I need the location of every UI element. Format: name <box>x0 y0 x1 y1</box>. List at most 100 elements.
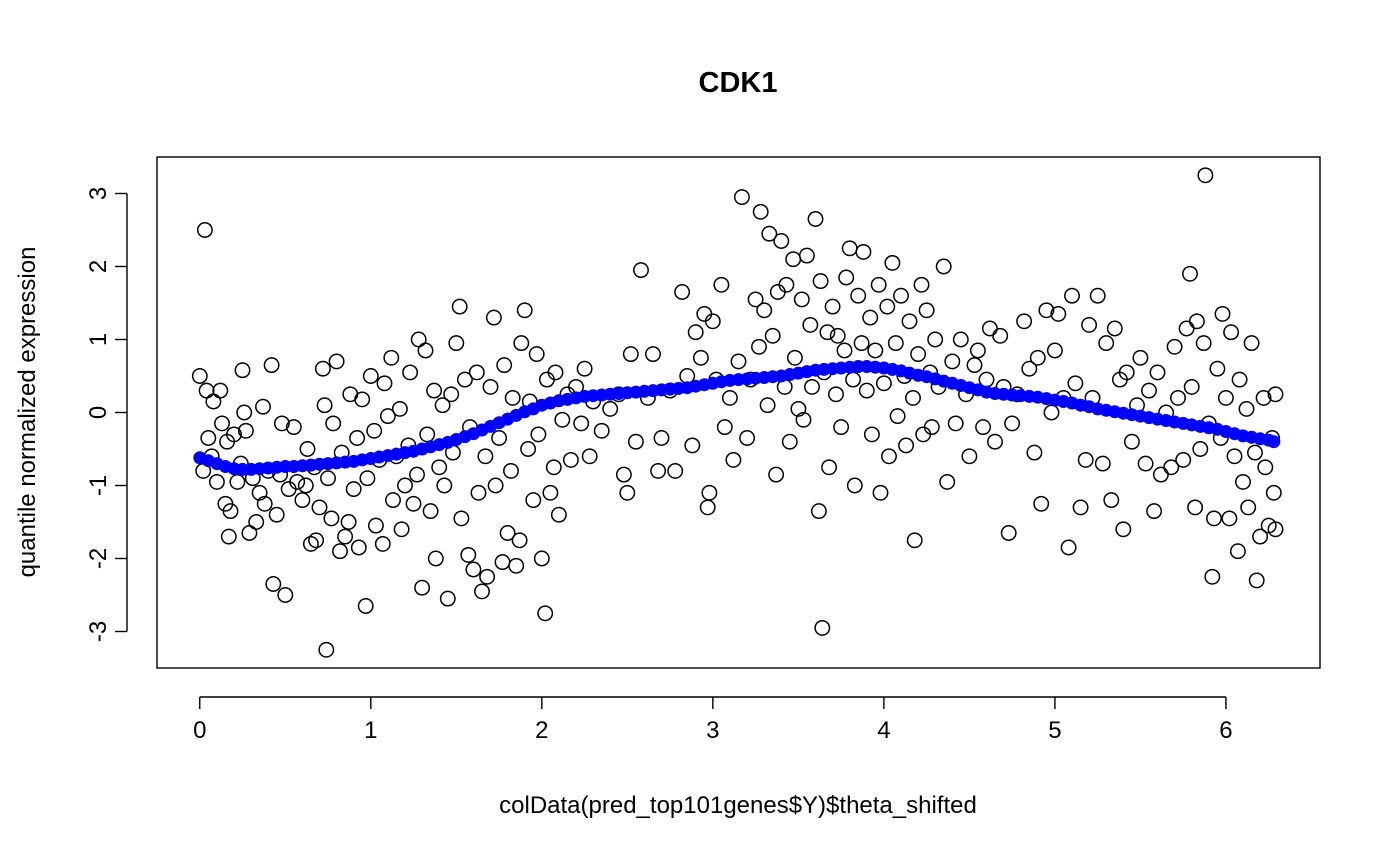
data-point <box>901 313 918 330</box>
data-point <box>645 346 661 363</box>
data-point <box>687 324 704 341</box>
data-point <box>1115 521 1132 538</box>
data-point <box>214 415 230 432</box>
y-tick-label: 1 <box>85 333 112 346</box>
y-tick-label: -2 <box>85 548 112 569</box>
data-point <box>573 415 590 432</box>
data-point <box>802 316 819 333</box>
data-point <box>1046 342 1063 359</box>
data-point <box>528 346 545 363</box>
data-point <box>881 448 897 465</box>
data-point <box>576 360 593 377</box>
data-point <box>1098 335 1115 352</box>
data-point <box>701 484 718 501</box>
data-point <box>814 619 831 636</box>
data-point <box>1072 499 1089 516</box>
data-point <box>1187 499 1204 516</box>
data-point <box>436 477 453 494</box>
data-point <box>453 510 470 527</box>
data-point <box>354 391 371 408</box>
data-point <box>952 331 969 348</box>
data-point <box>692 349 709 366</box>
data-point <box>581 448 598 465</box>
data-point <box>836 342 853 359</box>
data-point <box>786 349 803 366</box>
data-point <box>889 408 906 425</box>
data-point <box>265 576 282 592</box>
data-point <box>311 499 328 516</box>
data-point <box>1255 389 1272 406</box>
data-point <box>237 422 254 439</box>
data-point <box>325 415 342 432</box>
data-point <box>1081 316 1098 333</box>
data-point <box>1209 360 1226 377</box>
data-point <box>530 426 547 443</box>
data-point <box>294 492 311 509</box>
data-point <box>431 459 448 476</box>
data-point <box>887 335 904 352</box>
data-point <box>863 426 880 443</box>
data-point <box>807 211 824 227</box>
data-point <box>1103 492 1120 509</box>
data-point <box>1166 338 1183 355</box>
data-point <box>277 587 294 603</box>
data-point <box>1060 539 1077 556</box>
data-point <box>212 382 229 399</box>
data-point <box>730 353 747 370</box>
data-point <box>725 451 742 468</box>
data-point <box>935 258 952 275</box>
data-point <box>1089 287 1106 304</box>
data-point <box>255 398 271 415</box>
data-point <box>196 222 213 238</box>
data-point <box>793 291 810 308</box>
data-point <box>426 382 443 399</box>
data-point <box>879 298 896 315</box>
data-point <box>477 448 494 465</box>
data-point <box>516 302 533 319</box>
data-point <box>1132 349 1149 366</box>
data-point <box>468 364 485 381</box>
data-point <box>220 528 237 545</box>
data-point <box>1029 349 1046 366</box>
data-point <box>318 641 335 658</box>
data-point <box>504 389 521 406</box>
data-point <box>1064 287 1080 304</box>
data-point <box>798 247 815 264</box>
data-point <box>525 492 542 509</box>
data-point <box>248 514 265 530</box>
data-point <box>1226 448 1243 465</box>
data-point <box>713 276 730 293</box>
data-point <box>1265 484 1282 501</box>
data-point <box>1195 335 1212 352</box>
data-point <box>554 411 571 428</box>
data-point <box>1170 389 1186 406</box>
data-point <box>1197 167 1214 184</box>
data-point <box>434 397 451 414</box>
data-point <box>508 557 525 574</box>
data-point <box>422 503 439 520</box>
data-point <box>374 535 391 552</box>
x-tick-label: 6 <box>1219 717 1232 744</box>
data-point <box>987 433 1003 450</box>
data-point <box>768 466 785 483</box>
data-point <box>819 324 836 341</box>
data-point <box>379 408 396 425</box>
y-tick-label: 2 <box>85 260 112 273</box>
data-point <box>875 375 892 392</box>
data-point <box>496 357 513 374</box>
data-point <box>332 543 348 560</box>
data-point <box>602 400 619 417</box>
data-point <box>349 430 366 446</box>
data-point <box>804 378 820 395</box>
data-point <box>251 484 268 501</box>
data-point <box>299 441 316 457</box>
data-point <box>474 583 490 600</box>
data-point <box>752 203 769 220</box>
data-point <box>910 346 927 363</box>
x-tick-label: 3 <box>706 717 719 744</box>
data-point <box>297 477 314 494</box>
data-point <box>533 550 550 567</box>
data-point <box>562 451 579 468</box>
data-point <box>340 514 357 530</box>
data-point <box>460 546 477 563</box>
